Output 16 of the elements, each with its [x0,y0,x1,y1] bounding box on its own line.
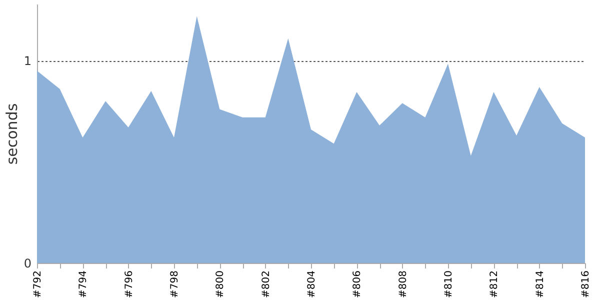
x-tick-label: #808 [398,270,409,298]
x-tick-label: #798 [170,270,180,298]
x-tick-label: #794 [78,270,90,298]
x-tick-label: #802 [260,270,272,298]
y-axis-title: seconds [2,103,21,165]
x-tick-label: #796 [124,270,135,298]
x-tick-label: #806 [352,270,364,298]
x-tick-label: #816 [580,270,592,298]
y-tick-label: 1 [24,54,32,68]
x-tick-label: #792 [32,270,44,298]
x-tick-label: #814 [534,270,546,298]
x-tick-label: #804 [306,270,318,298]
y-tick-label: 0 [24,256,32,270]
x-tick-label: #812 [489,270,500,298]
x-tick-label: #800 [215,270,226,298]
x-tick-label: #810 [444,270,454,298]
